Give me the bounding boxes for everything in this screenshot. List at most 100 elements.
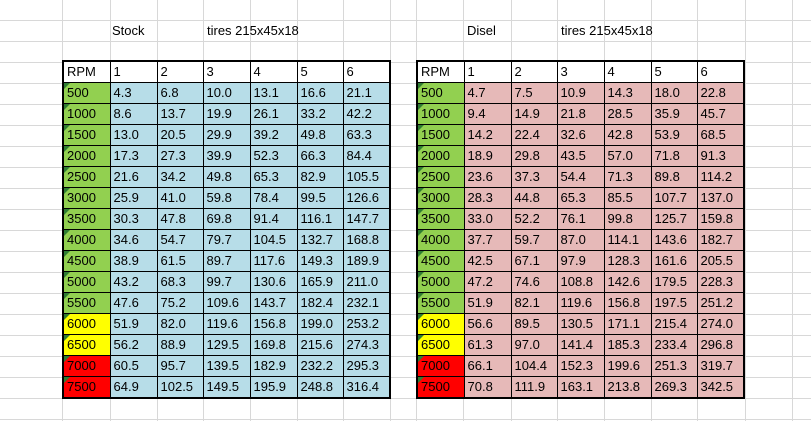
speed-cell[interactable]: 51.9 bbox=[109, 313, 158, 335]
speed-cell[interactable]: 78.4 bbox=[249, 187, 298, 209]
gear-header-cell[interactable]: 4 bbox=[249, 60, 298, 83]
speed-cell[interactable]: 42.2 bbox=[342, 103, 391, 125]
speed-cell[interactable]: 111.9 bbox=[510, 376, 558, 399]
speed-cell[interactable]: 61.3 bbox=[463, 334, 512, 356]
speed-cell[interactable]: 185.3 bbox=[603, 334, 652, 356]
speed-cell[interactable]: 52.2 bbox=[510, 208, 558, 230]
speed-cell[interactable]: 76.1 bbox=[556, 208, 605, 230]
rpm-cell[interactable]: 2500 bbox=[62, 166, 111, 188]
speed-cell[interactable]: 165.9 bbox=[296, 271, 344, 293]
speed-cell[interactable]: 68.3 bbox=[156, 271, 204, 293]
speed-cell[interactable]: 21.8 bbox=[556, 103, 605, 125]
speed-cell[interactable]: 139.5 bbox=[202, 355, 251, 377]
speed-cell[interactable]: 199.6 bbox=[603, 355, 652, 377]
speed-cell[interactable]: 163.1 bbox=[556, 376, 605, 399]
speed-cell[interactable]: 42.5 bbox=[463, 250, 512, 272]
gear-header-cell[interactable]: 6 bbox=[342, 60, 391, 83]
diesel-subtitle[interactable]: tires 215x45x18 bbox=[561, 23, 653, 38]
rpm-cell[interactable]: 7000 bbox=[62, 355, 111, 377]
speed-cell[interactable]: 10.0 bbox=[202, 82, 251, 104]
speed-cell[interactable]: 126.6 bbox=[342, 187, 391, 209]
speed-cell[interactable]: 102.5 bbox=[156, 376, 204, 399]
speed-cell[interactable]: 215.6 bbox=[296, 334, 344, 356]
rpm-cell[interactable]: 500 bbox=[416, 82, 465, 104]
speed-cell[interactable]: 182.4 bbox=[296, 292, 344, 314]
speed-cell[interactable]: 54.7 bbox=[156, 229, 204, 251]
speed-cell[interactable]: 20.5 bbox=[156, 124, 204, 146]
speed-cell[interactable]: 67.1 bbox=[510, 250, 558, 272]
speed-cell[interactable]: 75.2 bbox=[156, 292, 204, 314]
rpm-cell[interactable]: 3500 bbox=[416, 208, 465, 230]
speed-cell[interactable]: 295.3 bbox=[342, 355, 391, 377]
rpm-cell[interactable]: 4500 bbox=[62, 250, 111, 272]
speed-cell[interactable]: 182.7 bbox=[696, 229, 745, 251]
speed-cell[interactable]: 117.6 bbox=[249, 250, 298, 272]
speed-cell[interactable]: 66.1 bbox=[463, 355, 512, 377]
rpm-cell[interactable]: 7000 bbox=[416, 355, 465, 377]
speed-cell[interactable]: 63.3 bbox=[342, 124, 391, 146]
speed-cell[interactable]: 26.1 bbox=[249, 103, 298, 125]
rpm-cell[interactable]: 6500 bbox=[62, 334, 111, 356]
speed-cell[interactable]: 132.7 bbox=[296, 229, 344, 251]
speed-cell[interactable]: 33.2 bbox=[296, 103, 344, 125]
gear-header-cell[interactable]: 3 bbox=[202, 60, 251, 83]
rpm-cell[interactable]: 3500 bbox=[62, 208, 111, 230]
speed-cell[interactable]: 65.3 bbox=[556, 187, 605, 209]
speed-cell[interactable]: 49.8 bbox=[202, 166, 251, 188]
speed-cell[interactable]: 34.6 bbox=[109, 229, 158, 251]
speed-cell[interactable]: 142.6 bbox=[603, 271, 652, 293]
speed-cell[interactable]: 82.1 bbox=[510, 292, 558, 314]
speed-cell[interactable]: 99.5 bbox=[296, 187, 344, 209]
speed-cell[interactable]: 6.8 bbox=[156, 82, 204, 104]
speed-cell[interactable]: 39.9 bbox=[202, 145, 251, 167]
speed-cell[interactable]: 66.3 bbox=[296, 145, 344, 167]
speed-cell[interactable]: 13.0 bbox=[109, 124, 158, 146]
rpm-cell[interactable]: 6000 bbox=[62, 313, 111, 335]
speed-cell[interactable]: 316.4 bbox=[342, 376, 391, 399]
speed-cell[interactable]: 35.9 bbox=[650, 103, 698, 125]
speed-cell[interactable]: 37.7 bbox=[463, 229, 512, 251]
diesel-title[interactable]: Disel bbox=[467, 23, 496, 38]
rpm-cell[interactable]: 4500 bbox=[416, 250, 465, 272]
speed-cell[interactable]: 182.9 bbox=[249, 355, 298, 377]
speed-cell[interactable]: 64.9 bbox=[109, 376, 158, 399]
speed-cell[interactable]: 189.9 bbox=[342, 250, 391, 272]
stock-title[interactable]: Stock bbox=[112, 23, 145, 38]
speed-cell[interactable]: 88.9 bbox=[156, 334, 204, 356]
speed-cell[interactable]: 95.7 bbox=[156, 355, 204, 377]
speed-cell[interactable]: 42.8 bbox=[603, 124, 652, 146]
speed-cell[interactable]: 251.3 bbox=[650, 355, 698, 377]
speed-cell[interactable]: 211.0 bbox=[342, 271, 391, 293]
speed-cell[interactable]: 171.1 bbox=[603, 313, 652, 335]
speed-cell[interactable]: 8.6 bbox=[109, 103, 158, 125]
speed-cell[interactable]: 89.8 bbox=[650, 166, 698, 188]
gear-header-cell[interactable]: 2 bbox=[156, 60, 204, 83]
speed-cell[interactable]: 342.5 bbox=[696, 376, 745, 399]
rpm-header-cell[interactable]: RPM bbox=[416, 60, 465, 83]
gear-header-cell[interactable]: 2 bbox=[510, 60, 558, 83]
rpm-cell[interactable]: 5000 bbox=[62, 271, 111, 293]
speed-cell[interactable]: 274.0 bbox=[696, 313, 745, 335]
speed-cell[interactable]: 13.1 bbox=[249, 82, 298, 104]
speed-cell[interactable]: 130.5 bbox=[556, 313, 605, 335]
rpm-cell[interactable]: 2000 bbox=[62, 145, 111, 167]
speed-cell[interactable]: 248.8 bbox=[296, 376, 344, 399]
speed-cell[interactable]: 47.2 bbox=[463, 271, 512, 293]
speed-cell[interactable]: 49.8 bbox=[296, 124, 344, 146]
speed-cell[interactable]: 147.7 bbox=[342, 208, 391, 230]
speed-cell[interactable]: 104.5 bbox=[249, 229, 298, 251]
speed-cell[interactable]: 232.1 bbox=[342, 292, 391, 314]
speed-cell[interactable]: 168.8 bbox=[342, 229, 391, 251]
speed-cell[interactable]: 197.5 bbox=[650, 292, 698, 314]
rpm-cell[interactable]: 1000 bbox=[62, 103, 111, 125]
speed-cell[interactable]: 108.8 bbox=[556, 271, 605, 293]
speed-cell[interactable]: 319.7 bbox=[696, 355, 745, 377]
speed-cell[interactable]: 32.6 bbox=[556, 124, 605, 146]
rpm-cell[interactable]: 5000 bbox=[416, 271, 465, 293]
rpm-cell[interactable]: 6500 bbox=[416, 334, 465, 356]
speed-cell[interactable]: 119.6 bbox=[556, 292, 605, 314]
speed-cell[interactable]: 99.7 bbox=[202, 271, 251, 293]
gear-header-cell[interactable]: 6 bbox=[696, 60, 745, 83]
speed-cell[interactable]: 34.2 bbox=[156, 166, 204, 188]
speed-cell[interactable]: 57.0 bbox=[603, 145, 652, 167]
